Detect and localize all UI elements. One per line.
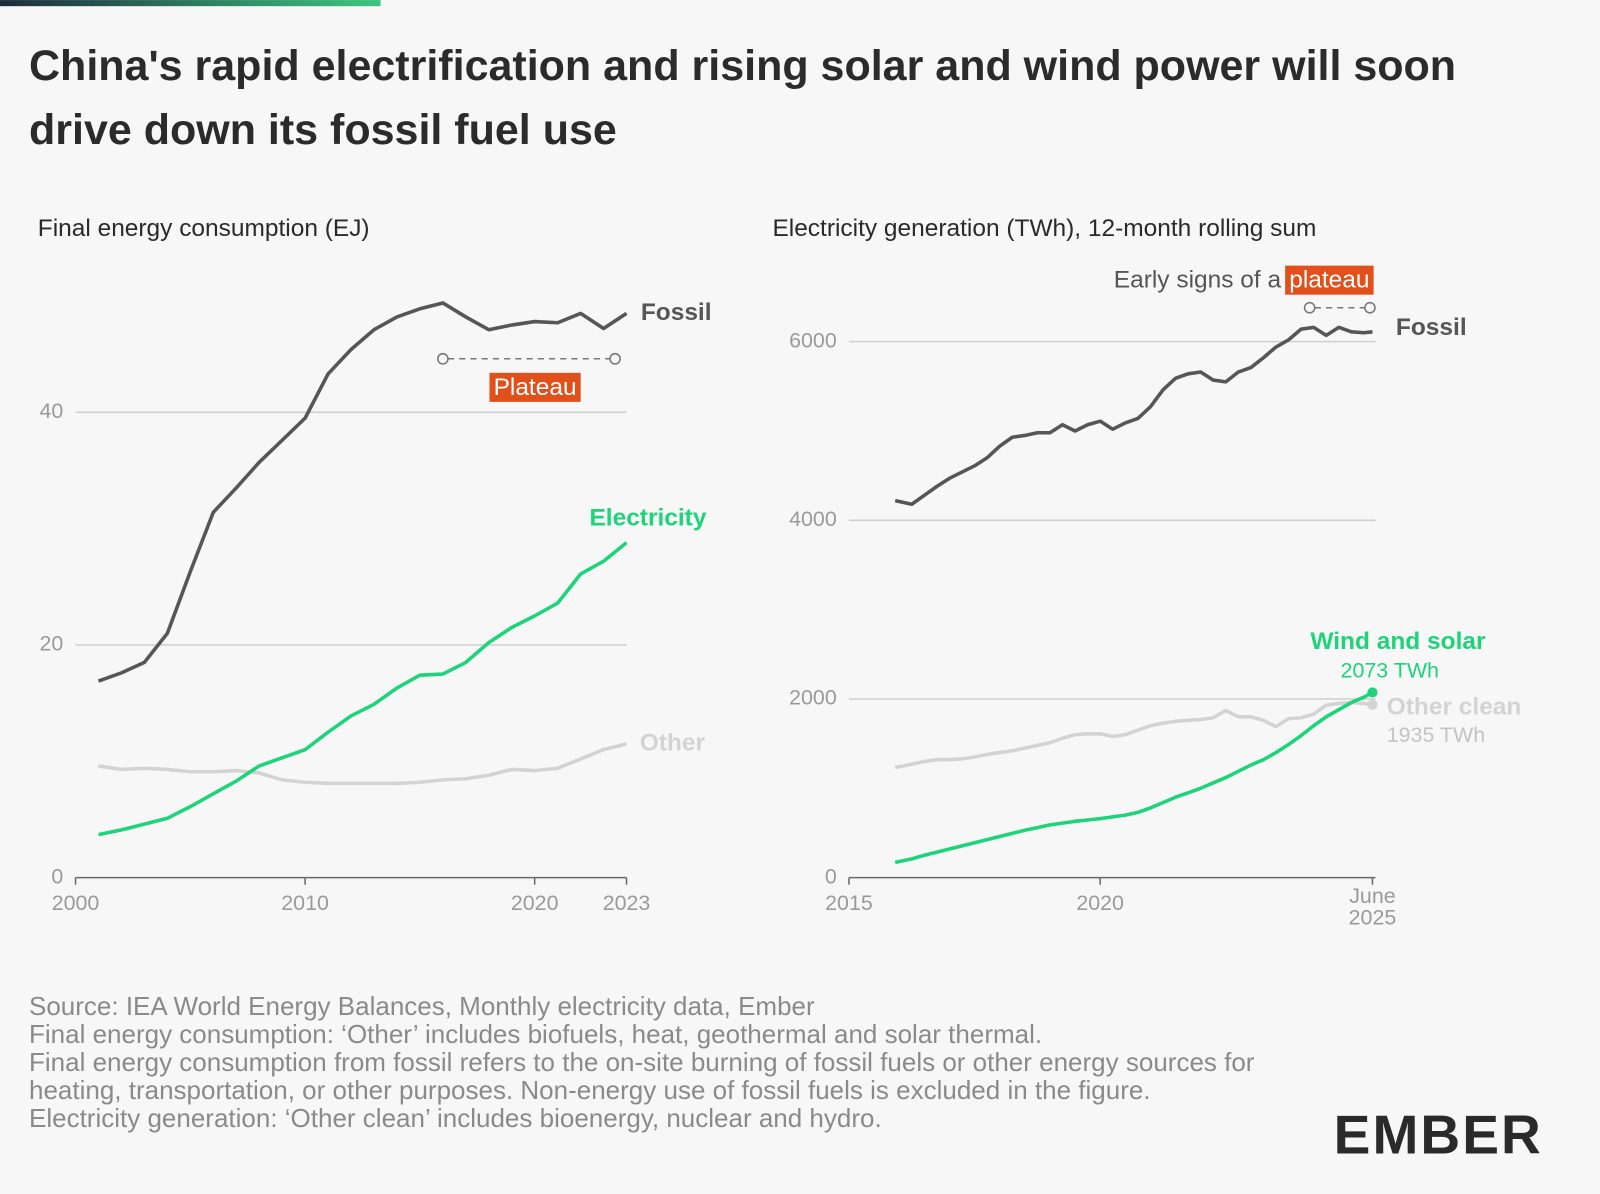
page-title: China's rapid electrification and rising… — [29, 42, 1457, 154]
y-tick-label: 2000 — [789, 686, 837, 710]
series-line — [894, 325, 1373, 507]
end-dot — [1367, 699, 1378, 710]
plateau-end — [609, 352, 621, 365]
plateau-end — [436, 352, 449, 365]
series-line — [98, 742, 627, 786]
series-label: Wind and solar — [1310, 628, 1486, 655]
series-line — [894, 690, 1374, 865]
value-label: 2073 TWh — [1341, 659, 1439, 683]
note: Final energy consumption from fossil ref… — [29, 1047, 1255, 1105]
annotation-box — [489, 372, 581, 402]
series-label: Other — [640, 729, 706, 756]
logo: EMBER — [1334, 1103, 1543, 1165]
note: Electricity generation: ‘Other clean’ in… — [29, 1103, 882, 1133]
x-tick-label: 2000 — [52, 891, 100, 915]
y-tick-label: 0 — [825, 864, 837, 888]
series-label: Electricity — [589, 505, 706, 532]
annotation-lead: Early signs of a — [1114, 267, 1282, 294]
x-tick-label-box: June 2025 — [1348, 885, 1397, 930]
series-line — [894, 700, 1373, 770]
annotation-tag: plateau — [1289, 267, 1369, 294]
plateau-end — [1364, 301, 1376, 314]
y-tick-label: 20 — [39, 632, 63, 656]
notes: Source: IEA World Energy Balances, Month… — [29, 992, 1269, 1132]
top-bar — [0, 0, 381, 7]
series-label: Other clean — [1387, 693, 1522, 720]
y-tick-label: 6000 — [789, 328, 837, 352]
plateau-end — [1303, 301, 1316, 314]
series-label: Fossil — [641, 299, 712, 326]
value-label: 1935 TWh — [1387, 723, 1485, 747]
x-tick-label: 2023 — [603, 891, 651, 915]
annotation-box — [1285, 265, 1374, 295]
y-tick-label: 4000 — [789, 507, 837, 531]
chart-subtitle: Final energy consumption (EJ) — [38, 215, 370, 242]
note: Final energy consumption: ‘Other’ includ… — [29, 1019, 1043, 1049]
chart-subtitle: Electricity generation (TWh), 12-month r… — [772, 215, 1316, 242]
x-tick-label: 2015 — [825, 891, 873, 915]
x-tick-label: 2020 — [1076, 891, 1124, 915]
y-tick-label: 40 — [39, 399, 63, 423]
end-dot — [1367, 687, 1378, 698]
series-line — [97, 301, 628, 683]
x-tick-label: June 2025 — [1348, 885, 1397, 930]
note: Source: IEA World Energy Balances, Month… — [29, 991, 815, 1021]
series-label: Fossil — [1396, 314, 1467, 341]
x-tick-label: 2010 — [281, 891, 329, 915]
annotation-tag: Plateau — [494, 374, 577, 401]
series-line — [98, 541, 628, 837]
x-tick-label: 2020 — [511, 891, 559, 915]
y-tick-label: 0 — [51, 864, 63, 888]
